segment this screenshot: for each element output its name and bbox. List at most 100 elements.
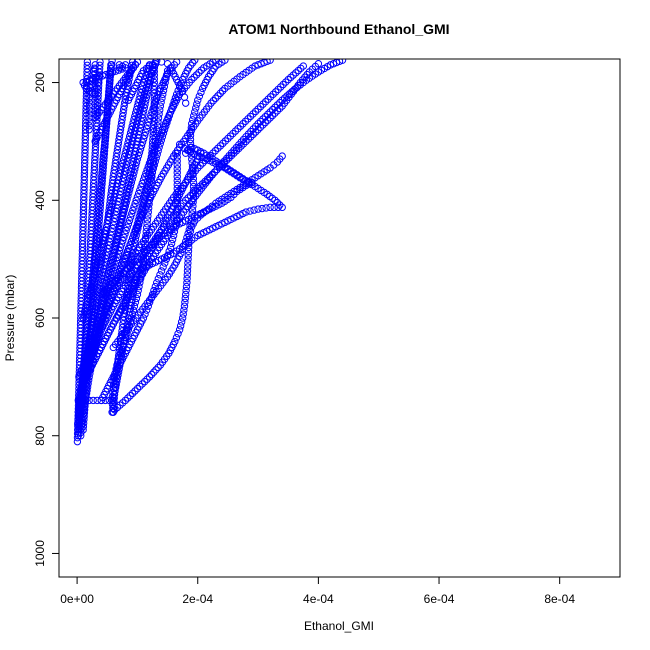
data-point [130, 151, 139, 159]
data-point [106, 72, 114, 81]
data-point [93, 396, 101, 405]
data-point [136, 92, 144, 100]
data-point [173, 188, 181, 197]
data-point [276, 83, 285, 91]
data-point [126, 129, 135, 137]
data-point [226, 132, 235, 140]
data-point [244, 135, 253, 143]
data-point [159, 129, 168, 137]
data-point [99, 305, 107, 314]
data-point [180, 241, 188, 250]
data-point [157, 136, 166, 144]
data-point [188, 210, 196, 218]
data-point [145, 373, 154, 381]
data-point [133, 137, 142, 146]
data-point [111, 380, 120, 388]
data-point [261, 112, 270, 121]
data-point [107, 281, 115, 289]
data-point [158, 94, 166, 102]
data-point [87, 284, 95, 292]
data-point [94, 253, 103, 262]
data-point [160, 125, 169, 134]
data-point [89, 273, 98, 282]
data-point [195, 68, 203, 77]
data-point [98, 72, 107, 80]
data-point [105, 69, 113, 78]
data-point [167, 239, 176, 248]
data-point [95, 250, 104, 258]
data-point [289, 71, 297, 79]
data-point [175, 326, 184, 334]
data-point [250, 206, 258, 214]
data-point [150, 92, 159, 101]
data-point [162, 122, 170, 130]
data-point [231, 127, 240, 135]
data-point [110, 193, 118, 201]
data-point [132, 196, 140, 204]
data-point [133, 102, 142, 110]
data-point [135, 221, 143, 229]
data-point [85, 396, 93, 405]
data-point [144, 182, 153, 190]
data-point [95, 73, 104, 81]
data-point [211, 94, 220, 102]
data-point [99, 236, 107, 245]
data-point [82, 77, 91, 86]
data-point [106, 210, 114, 218]
data-point [107, 203, 116, 211]
data-point [153, 122, 162, 130]
data-point [129, 206, 137, 215]
data-point [179, 310, 187, 318]
data-point [193, 100, 201, 108]
data-point [188, 75, 196, 84]
data-point [97, 396, 105, 405]
data-point [111, 387, 119, 395]
data-point [338, 59, 347, 64]
data-point [145, 178, 154, 187]
data-point [113, 238, 121, 247]
data-point [100, 230, 109, 238]
data-point [142, 231, 150, 240]
data-point [141, 235, 150, 244]
data-point [151, 141, 159, 150]
data-point [187, 123, 196, 132]
data-point [180, 306, 188, 314]
data-point [160, 82, 169, 91]
data-point [149, 164, 158, 173]
data-point [165, 247, 173, 255]
x-tick-label: 0e+00 [60, 592, 94, 606]
data-point [109, 404, 118, 413]
series-18 [109, 59, 229, 352]
data-point [143, 220, 151, 228]
data-point [97, 243, 105, 252]
data-point [180, 302, 189, 310]
data-point [86, 287, 94, 295]
data-point [156, 271, 164, 279]
data-point [122, 191, 131, 199]
data-point [214, 92, 222, 100]
series-10 [78, 59, 161, 428]
x-tick-label: 4e-04 [303, 592, 334, 606]
data-point [144, 204, 153, 212]
data-point [85, 114, 93, 122]
data-point [96, 247, 105, 255]
data-point [154, 147, 162, 155]
data-point [127, 167, 135, 176]
data-point [132, 231, 140, 240]
data-point [85, 102, 93, 110]
data-point [128, 253, 136, 261]
data-point [244, 115, 252, 123]
data-point [101, 226, 110, 235]
data-point [106, 268, 115, 277]
data-point [110, 390, 119, 399]
data-point [242, 133, 250, 141]
data-point [188, 214, 196, 222]
data-point [150, 67, 159, 76]
data-point [119, 204, 128, 213]
data-point [130, 203, 138, 211]
data-point [118, 211, 126, 220]
data-point [122, 146, 130, 154]
data-point [219, 139, 227, 148]
y-axis-label: Pressure (mbar) [3, 275, 17, 362]
data-point [242, 137, 250, 146]
